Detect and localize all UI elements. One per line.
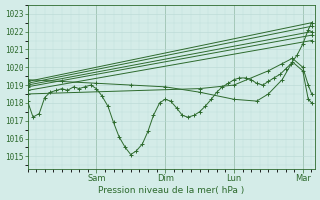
X-axis label: Pression niveau de la mer( hPa ): Pression niveau de la mer( hPa ) <box>98 186 244 195</box>
